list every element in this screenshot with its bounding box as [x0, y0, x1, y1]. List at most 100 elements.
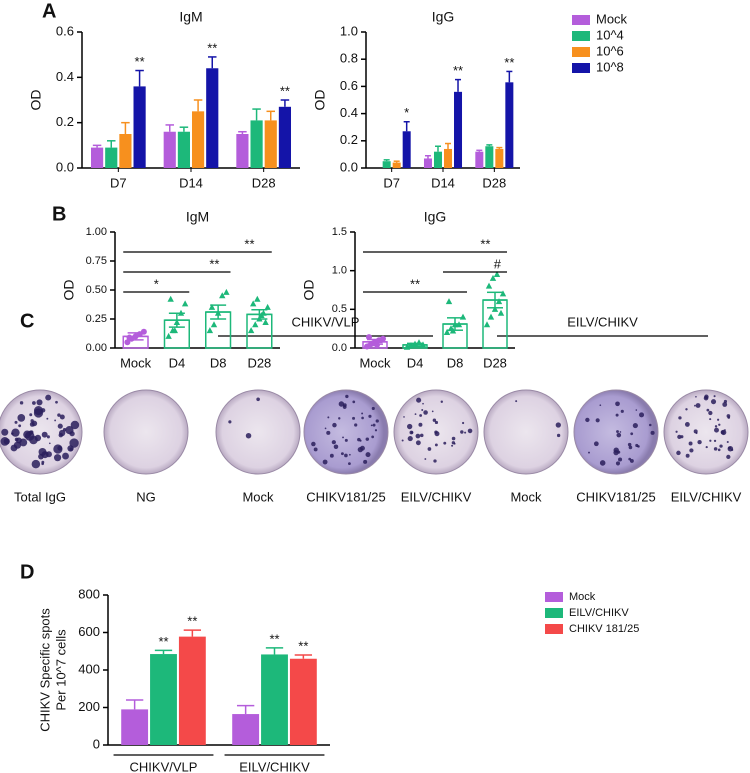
- bar: [264, 120, 277, 168]
- data-point: [491, 305, 499, 312]
- spot: [344, 438, 348, 442]
- spot: [53, 454, 62, 462]
- significance-label: *: [404, 105, 409, 120]
- spot: [416, 397, 422, 403]
- y-tick-label: 0.8: [340, 51, 358, 66]
- y-tick-label: 200: [78, 699, 100, 714]
- spot: [45, 394, 52, 401]
- y-tick-label: 0.00: [86, 342, 107, 354]
- spot: [595, 418, 600, 423]
- spot: [338, 417, 341, 420]
- spot: [327, 416, 330, 419]
- spot: [720, 429, 727, 436]
- spot: [460, 430, 464, 434]
- spot: [18, 424, 22, 428]
- x-tick-label: D4: [407, 355, 424, 370]
- spot: [11, 428, 20, 437]
- spot: [29, 421, 35, 427]
- spot: [401, 439, 404, 442]
- plate: [483, 389, 569, 475]
- spot: [434, 443, 438, 447]
- significance-label: *: [154, 276, 159, 291]
- spot: [453, 442, 456, 445]
- x-tick-label: Mock: [359, 355, 391, 370]
- x-tick-label: CHIKV/VLP: [130, 759, 198, 773]
- spot: [338, 401, 345, 407]
- spot: [434, 430, 438, 434]
- x-tick-label: D8: [210, 355, 227, 370]
- data-point: [459, 313, 467, 320]
- significance-label: **: [298, 638, 308, 653]
- spot: [717, 418, 720, 421]
- spot: [361, 416, 364, 420]
- spot: [342, 436, 344, 439]
- spot: [588, 451, 590, 454]
- spot: [695, 395, 697, 398]
- data-point: [483, 321, 491, 328]
- data-point: [489, 274, 497, 281]
- spot: [423, 410, 428, 415]
- significance-label: **: [280, 83, 290, 98]
- data-point: [487, 313, 495, 320]
- panel-label: C: [20, 310, 34, 332]
- panel-label: A: [42, 0, 56, 22]
- spot: [616, 430, 619, 433]
- spot: [432, 418, 437, 422]
- spot: [713, 395, 716, 398]
- bar: [278, 106, 292, 168]
- spot: [342, 403, 347, 408]
- spot: [409, 430, 414, 435]
- spot: [709, 418, 712, 421]
- spot: [38, 448, 47, 456]
- spot: [675, 430, 678, 433]
- plate-label: CHIKV181/25: [306, 489, 386, 504]
- spot: [340, 452, 344, 456]
- spot: [709, 439, 712, 442]
- plate-label: Mock: [242, 489, 274, 504]
- chart-title: IgM: [186, 209, 209, 225]
- spot: [585, 417, 590, 423]
- bar: [192, 111, 205, 168]
- data-point: [210, 321, 218, 328]
- plate: [663, 389, 749, 475]
- y-tick-label: 0.4: [56, 69, 74, 84]
- y-tick-label: 1.5: [332, 226, 347, 238]
- data-point: [208, 303, 216, 310]
- y-tick-label: 0.2: [340, 132, 358, 147]
- spot: [418, 422, 423, 427]
- spot: [599, 460, 606, 466]
- spot: [372, 423, 376, 427]
- spot: [451, 444, 454, 447]
- spot: [695, 403, 701, 408]
- spot: [615, 461, 621, 466]
- spot: [365, 452, 371, 458]
- data-point: [366, 334, 372, 341]
- spot: [352, 400, 356, 404]
- legend-label: 10^8: [596, 59, 624, 74]
- spot: [599, 404, 602, 407]
- data-point: [223, 288, 230, 295]
- legend-label: 10^4: [596, 27, 624, 42]
- spot: [618, 457, 623, 462]
- spot: [726, 454, 731, 460]
- y-axis-label: Per 10^7 cells: [53, 629, 68, 711]
- bar: [423, 158, 432, 168]
- spot: [28, 430, 33, 435]
- spot: [422, 402, 424, 405]
- x-tick-label: Mock: [120, 355, 152, 370]
- legend-label: Mock: [596, 11, 628, 26]
- chart-title: IgG: [432, 9, 455, 25]
- spot: [695, 431, 698, 435]
- data-point: [493, 271, 501, 278]
- spot: [650, 430, 655, 435]
- spot: [676, 450, 681, 456]
- spot: [228, 420, 232, 424]
- spot: [59, 414, 65, 420]
- spot: [55, 400, 58, 404]
- data-point: [249, 300, 257, 307]
- y-axis-label: OD: [61, 280, 77, 301]
- spot: [628, 445, 633, 450]
- spot: [403, 416, 405, 418]
- bar: [250, 120, 263, 168]
- plate: [303, 389, 389, 475]
